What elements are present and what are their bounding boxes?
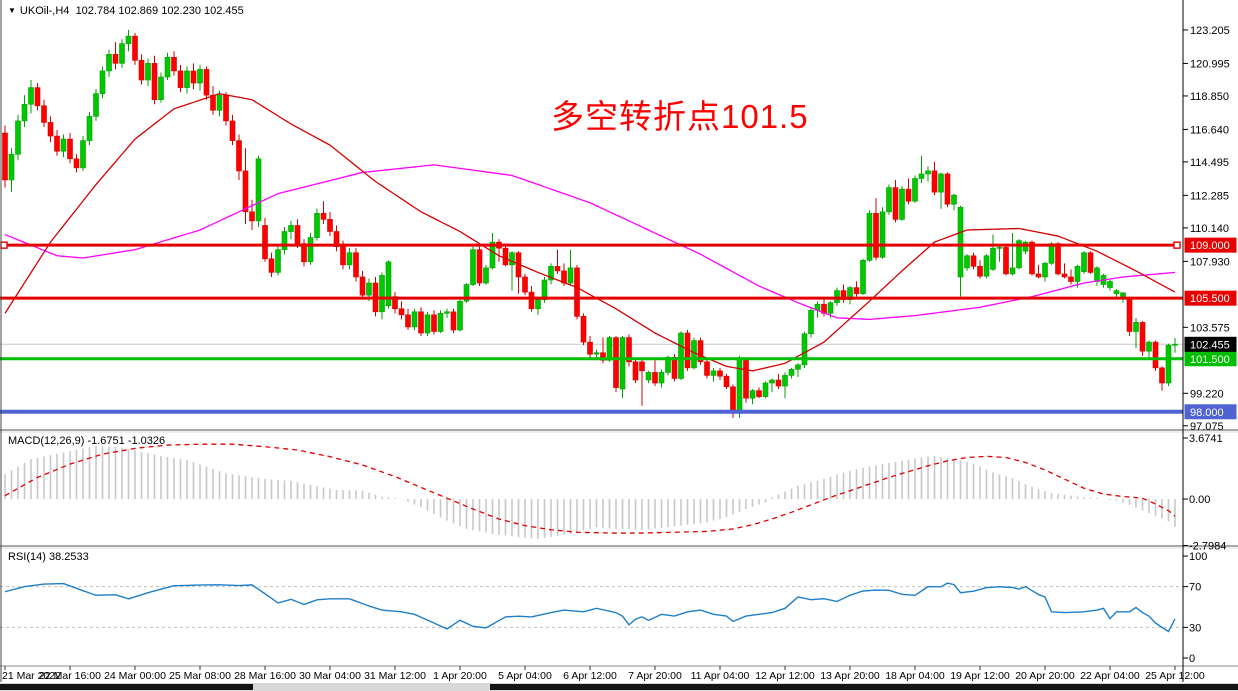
svg-text:6 Apr 12:00: 6 Apr 12:00 — [563, 670, 617, 682]
symbol-period-label: UKOil-,H4 — [19, 5, 70, 17]
svg-text:120.995: 120.995 — [1190, 58, 1230, 70]
svg-text:5 Apr 04:00: 5 Apr 04:00 — [498, 670, 552, 682]
svg-text:116.640: 116.640 — [1190, 124, 1229, 136]
svg-text:30: 30 — [1189, 622, 1201, 634]
svg-text:100: 100 — [1189, 551, 1207, 563]
svg-text:109.000: 109.000 — [1190, 240, 1230, 252]
svg-text:107.930: 107.930 — [1190, 256, 1230, 268]
svg-text:105.500: 105.500 — [1190, 293, 1230, 305]
macd-signal-line — [4, 443, 1176, 534]
svg-text:25 Apr 12:00: 25 Apr 12:00 — [1145, 670, 1205, 682]
ma-slow-line — [4, 164, 1176, 321]
macd-histogram — [4, 445, 1176, 539]
rsi-line — [4, 582, 1176, 633]
svg-text:103.575: 103.575 — [1190, 322, 1230, 334]
svg-text:28 Mar 16:00: 28 Mar 16:00 — [234, 670, 296, 682]
svg-text:31 Mar 12:00: 31 Mar 12:00 — [364, 670, 426, 682]
collapse-arrow-icon[interactable]: ▼ — [8, 6, 16, 15]
price-axis[interactable]: 123.205 120.995 118.850 116.640 114.495 112.2… — [1183, 25, 1230, 665]
svg-text:-2.7984: -2.7984 — [1189, 541, 1226, 553]
svg-text:114.495: 114.495 — [1190, 157, 1229, 169]
svg-text:101.500: 101.500 — [1190, 354, 1230, 366]
macd-indicator-label: MACD(12,26,9) -1.6751 -1.0326 — [8, 435, 166, 447]
svg-text:3.6741: 3.6741 — [1189, 433, 1223, 445]
svg-text:22 Mar 16:00: 22 Mar 16:00 — [39, 670, 101, 682]
svg-text:19 Apr 12:00: 19 Apr 12:00 — [950, 670, 1010, 682]
svg-text:11 Apr 04:00: 11 Apr 04:00 — [691, 670, 750, 682]
svg-text:22 Apr 04:00: 22 Apr 04:00 — [1080, 670, 1140, 682]
horizontal-level-lines[interactable] — [0, 241, 1183, 414]
svg-text:24 Mar 00:00: 24 Mar 00:00 — [104, 670, 166, 682]
svg-text:13 Apr 20:00: 13 Apr 20:00 — [820, 670, 880, 682]
svg-text:98.000: 98.000 — [1190, 407, 1224, 419]
svg-text:70: 70 — [1189, 582, 1201, 594]
svg-text:25 Mar 08:00: 25 Mar 08:00 — [169, 670, 231, 682]
chart-title: ▼ UKOil-,H4 102.784 102.869 102.230 102.4… — [8, 5, 244, 17]
svg-text:12 Apr 12:00: 12 Apr 12:00 — [755, 670, 815, 682]
svg-text:0.00: 0.00 — [1189, 494, 1210, 506]
svg-text:97.075: 97.075 — [1190, 421, 1224, 433]
svg-text:110.140: 110.140 — [1190, 223, 1229, 235]
svg-text:7 Apr 20:00: 7 Apr 20:00 — [628, 670, 682, 682]
svg-text:112.285: 112.285 — [1190, 190, 1229, 202]
svg-text:99.220: 99.220 — [1190, 388, 1224, 400]
svg-text:21 Mar 2022: 21 Mar 2022 — [2, 670, 61, 682]
svg-text:102.455: 102.455 — [1190, 339, 1230, 351]
svg-text:20 Apr 20:00: 20 Apr 20:00 — [1015, 670, 1075, 682]
chart-text-annotation[interactable]: 多空转折点101.5 — [551, 98, 809, 135]
svg-text:1 Apr 20:00: 1 Apr 20:00 — [433, 670, 487, 682]
scrollbar-segment[interactable] — [0, 684, 253, 690]
ma-fast-line — [4, 92, 1176, 372]
svg-text:123.205: 123.205 — [1190, 25, 1230, 37]
svg-text:0: 0 — [1189, 653, 1195, 665]
price-level-labels: 109.000 105.500 101.500 98.000 102.455 — [1184, 237, 1237, 420]
horizontal-scrollbar[interactable] — [0, 683, 1238, 691]
svg-text:18 Apr 04:00: 18 Apr 04:00 — [885, 670, 945, 682]
rsi-indicator-label: RSI(14) 38.2533 — [8, 551, 89, 563]
scrollbar-segment[interactable] — [490, 684, 1238, 690]
ohlc-readout: 102.784 102.869 102.230 102.455 — [75, 5, 244, 17]
svg-text:118.850: 118.850 — [1190, 91, 1229, 103]
svg-text:30 Mar 04:00: 30 Mar 04:00 — [299, 670, 361, 682]
